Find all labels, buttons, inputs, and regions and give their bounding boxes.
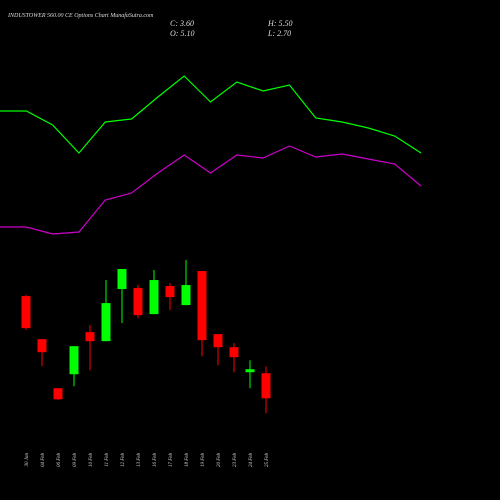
candle-body	[149, 280, 159, 315]
line-series	[0, 145, 422, 235]
line-series	[0, 75, 422, 154]
x-tick-label: 30 Jan	[25, 453, 30, 467]
candle-body	[229, 347, 239, 358]
candle-body	[165, 286, 175, 298]
x-tick-label: 23 Feb	[233, 453, 238, 468]
candle-body	[197, 271, 207, 341]
x-tick-label: 13 Feb	[137, 453, 142, 468]
candle-body	[21, 296, 31, 329]
x-tick-label: 04 Feb	[41, 453, 46, 468]
candle-body	[117, 269, 127, 290]
open-info: O: 5.10	[170, 29, 194, 38]
close-info: C: 3.60	[170, 19, 194, 28]
x-tick-label: 11 Feb	[105, 453, 110, 467]
x-tick-label: 17 Feb	[169, 453, 174, 468]
candle-body	[101, 303, 111, 342]
x-tick-label: 24 Feb	[249, 453, 254, 468]
x-tick-label: 16 Feb	[153, 453, 158, 468]
low-info: L: 2.70	[267, 29, 291, 38]
candle-body	[213, 334, 223, 348]
x-tick-label: 06 Feb	[57, 453, 62, 468]
candle-body	[133, 288, 143, 316]
candle-body	[53, 388, 63, 400]
x-tick-label: 18 Feb	[185, 453, 190, 468]
candle-body	[85, 332, 95, 342]
x-tick-label: 20 Feb	[217, 453, 222, 468]
x-tick-label: 25 Feb	[265, 453, 270, 468]
x-tick-label: 12 Feb	[121, 453, 126, 468]
high-info: H: 5.50	[267, 19, 292, 28]
x-tick-label: 09 Feb	[73, 453, 78, 468]
candle-body	[69, 346, 79, 375]
candle-body	[261, 373, 271, 399]
candle-body	[181, 285, 191, 306]
x-tick-label: 10 Feb	[89, 453, 94, 468]
candle-body	[245, 369, 255, 373]
chart-title: INDUSTOWER 560.00 CE Options Chart Munaf…	[7, 12, 154, 19]
candle-body	[37, 339, 47, 353]
x-tick-label: 19 Feb	[201, 453, 206, 468]
